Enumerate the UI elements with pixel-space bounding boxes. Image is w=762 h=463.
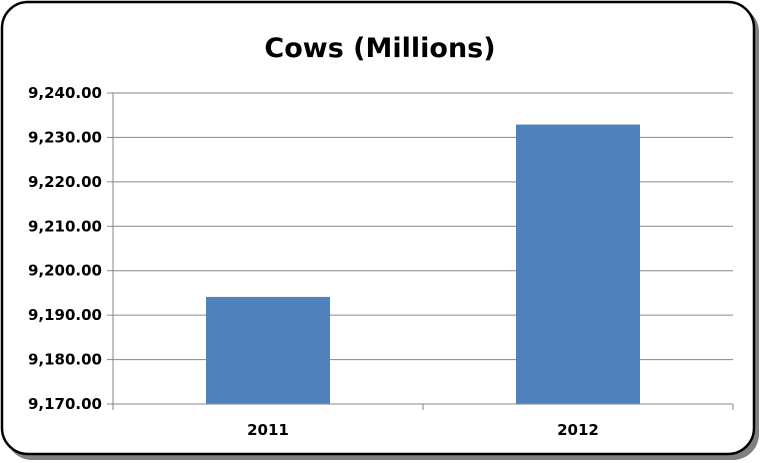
x-tick-label: 2011 (247, 421, 289, 439)
chart-border (0, 0, 756, 456)
chart-title: Cows (Millions) (264, 33, 495, 64)
y-tick-label: 9,240.00 (28, 84, 102, 102)
y-tick-label: 9,170.00 (28, 395, 102, 413)
x-tick-label: 2012 (557, 421, 599, 439)
y-tick-label: 9,220.00 (28, 173, 102, 191)
bar-2011 (206, 296, 330, 404)
bars (206, 124, 640, 405)
axes (107, 92, 734, 410)
y-tick-label: 9,180.00 (28, 351, 102, 369)
bar-2012 (516, 124, 640, 405)
y-tick-labels: 9,170.00 9,180.00 9,190.00 9,200.00 9,210.00… (28, 84, 102, 413)
y-tick-label: 9,210.00 (28, 217, 102, 235)
y-tick-label: 9,200.00 (28, 262, 102, 280)
x-tick-labels: 2011 2012 (247, 421, 599, 439)
y-tick-label: 9,230.00 (28, 128, 102, 146)
y-tick-label: 9,190.00 (28, 306, 102, 324)
